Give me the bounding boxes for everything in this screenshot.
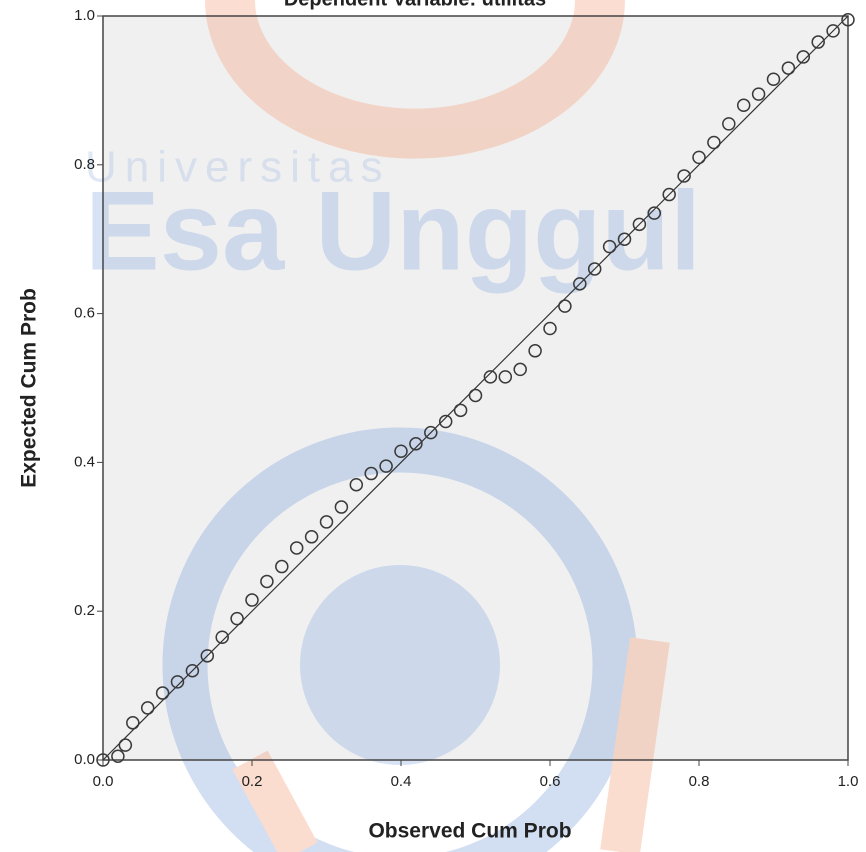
point	[602, 239, 617, 254]
reference-line	[102, 15, 849, 761]
point	[185, 663, 200, 678]
point	[826, 24, 840, 38]
point	[453, 403, 468, 418]
y-tick-label: 1.0	[74, 7, 95, 24]
point	[319, 515, 334, 529]
point	[483, 370, 498, 384]
point	[424, 425, 438, 440]
point	[118, 738, 133, 752]
point	[140, 701, 155, 715]
point	[364, 466, 378, 481]
point	[200, 649, 215, 663]
watermark: Universitas Esa Unggul	[85, 0, 701, 852]
point	[498, 370, 513, 384]
point	[587, 262, 602, 276]
point	[170, 675, 185, 689]
y-tick-label: 0.2	[74, 602, 95, 619]
watermark-dot	[300, 565, 500, 765]
watermark-text: Universitas	[85, 143, 391, 192]
x-tick-label: 0.2	[242, 773, 263, 790]
point	[245, 593, 259, 607]
point	[647, 206, 662, 220]
point	[379, 459, 393, 473]
y-tick-label: 0.8	[74, 156, 95, 173]
point	[230, 611, 244, 626]
point	[215, 630, 229, 644]
point	[260, 574, 274, 589]
x-axis-title: Observed Cum Prob	[368, 820, 571, 843]
point	[304, 530, 319, 544]
point	[334, 500, 349, 514]
point	[438, 414, 453, 429]
plot-frame	[102, 15, 849, 761]
point	[766, 72, 781, 86]
chart-title: Dependent Variable: utilitas	[284, 0, 546, 10]
point	[781, 61, 796, 75]
point	[468, 388, 483, 403]
point	[692, 150, 706, 165]
point	[394, 444, 408, 458]
x-tick-label: 0.4	[391, 773, 412, 790]
x-tick-label: 0.8	[689, 773, 710, 790]
point	[111, 749, 125, 764]
y-tick-label: 0.6	[74, 305, 95, 322]
point	[558, 299, 572, 313]
point	[96, 753, 110, 767]
point	[409, 437, 423, 451]
point	[349, 477, 364, 492]
y-tick-label: 0.4	[74, 453, 95, 470]
point	[707, 135, 721, 150]
watermark-arc	[205, 0, 625, 159]
point	[617, 232, 632, 246]
point	[513, 362, 527, 377]
x-tick-label: 0.6	[540, 773, 561, 790]
point	[736, 98, 751, 113]
point	[289, 541, 304, 555]
x-tick-label: 1.0	[838, 773, 859, 790]
point	[811, 35, 825, 49]
point	[722, 117, 736, 131]
watermark-text: Esa Unggul	[85, 169, 701, 294]
point	[126, 716, 140, 730]
watermark-stroke	[232, 637, 670, 852]
point	[155, 686, 170, 700]
y-tick-label: 0.0	[74, 751, 95, 768]
watermark-ring	[162, 427, 638, 852]
x-tick-label: 0.0	[93, 773, 114, 790]
y-axis-title: Expected Cum Prob	[18, 288, 41, 488]
point	[662, 187, 676, 202]
point	[796, 50, 811, 64]
point	[528, 344, 542, 358]
point	[543, 321, 557, 336]
point	[751, 87, 766, 101]
point	[573, 277, 587, 291]
point	[275, 559, 289, 574]
point	[841, 12, 855, 27]
point	[632, 217, 647, 232]
point	[677, 169, 691, 183]
